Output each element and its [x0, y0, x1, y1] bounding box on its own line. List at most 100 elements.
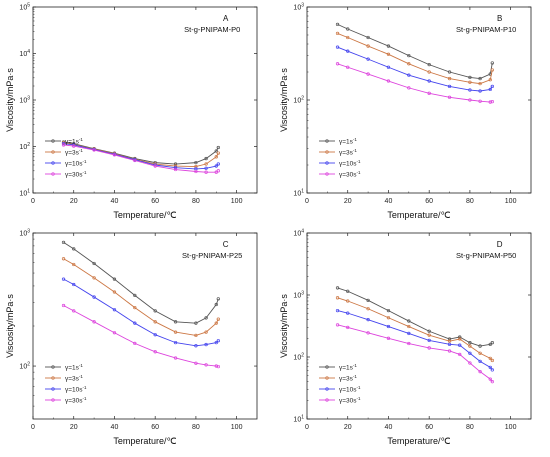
data-point — [427, 338, 431, 343]
data-point — [133, 341, 137, 346]
legend-swatch-marker — [325, 398, 329, 402]
series-2 — [335, 296, 494, 363]
data-point — [216, 317, 220, 321]
series-line — [337, 23, 493, 80]
data-point — [478, 370, 482, 374]
x-tick-label: 80 — [192, 424, 200, 431]
data-point — [112, 308, 117, 312]
data-point — [447, 342, 452, 346]
data-point — [204, 170, 208, 174]
data-point — [216, 339, 220, 343]
data-point — [214, 164, 218, 168]
y-axis-label: Viscosity/mPa·s — [279, 68, 289, 132]
series-line — [337, 287, 493, 347]
legend-entry: γ=10s-1 — [65, 385, 87, 394]
data-point — [133, 305, 137, 310]
legend-swatch-marker — [325, 365, 329, 369]
legend-swatch-marker — [51, 365, 55, 369]
data-point — [447, 337, 452, 341]
data-point — [366, 307, 370, 311]
data-point — [427, 333, 431, 337]
x-tick-label: 0 — [31, 198, 35, 205]
legend-entry: γ=30s-1 — [65, 396, 87, 405]
data-point — [458, 335, 462, 339]
data-point — [490, 68, 494, 72]
data-point — [366, 35, 370, 40]
data-point — [488, 87, 492, 92]
data-point — [133, 321, 137, 325]
data-point — [335, 31, 340, 36]
data-point — [468, 341, 472, 345]
data-point — [468, 351, 472, 355]
data-point — [335, 323, 340, 327]
series-4 — [61, 303, 220, 369]
data-point — [407, 86, 411, 90]
data-point — [458, 337, 462, 341]
data-point — [468, 75, 472, 80]
legend-entry: γ=10s-1 — [65, 159, 87, 168]
x-tick-label: 60 — [425, 198, 433, 205]
series-2 — [335, 31, 494, 86]
data-point — [478, 76, 482, 81]
series-1 — [335, 286, 494, 348]
data-point — [346, 35, 350, 40]
data-point — [386, 308, 391, 313]
data-point — [214, 302, 218, 307]
y-tick-label: 103 — [293, 3, 304, 12]
data-point — [214, 364, 218, 368]
data-point — [478, 99, 482, 103]
data-point — [447, 70, 452, 74]
data-point — [407, 53, 411, 58]
x-tick-label: 20 — [344, 198, 352, 205]
legend-entry: γ=10s-1 — [339, 159, 361, 168]
legend-entry: γ=1s-1 — [339, 137, 357, 146]
series-3 — [335, 45, 494, 93]
data-point — [194, 169, 198, 174]
x-tick-label: 0 — [305, 198, 309, 205]
data-point — [427, 62, 431, 67]
legend-swatch-marker — [51, 161, 55, 165]
series-line — [337, 63, 493, 103]
y-axis-label: Viscosity/mPa·s — [5, 68, 15, 132]
data-point — [216, 151, 220, 155]
data-point — [133, 158, 137, 163]
data-point — [214, 155, 218, 159]
x-tick-label: 100 — [231, 424, 243, 431]
panel-title: St-g-PNIPAM-P10 — [456, 25, 516, 34]
x-tick-label: 60 — [425, 424, 433, 431]
data-point — [153, 333, 157, 337]
data-point — [173, 320, 178, 324]
data-point — [490, 341, 494, 345]
legend: γ=1s-1 γ=3s-1 γ=10s-1 γ=30s-1 — [45, 363, 87, 405]
y-tick-label: 102 — [19, 362, 30, 371]
series-line — [63, 242, 219, 324]
series-line — [63, 258, 219, 336]
data-point — [61, 257, 66, 261]
x-tick-label: 20 — [344, 424, 352, 431]
legend-entry: γ=3s-1 — [65, 374, 83, 383]
legend-swatch-marker — [51, 172, 55, 176]
data-point — [346, 289, 350, 293]
data-point — [335, 45, 340, 49]
x-axis-label: Temperature/℃ — [113, 436, 176, 446]
legend-swatch-marker — [325, 172, 329, 176]
data-point — [447, 84, 452, 89]
panel-letter: C — [223, 240, 229, 249]
series-1 — [335, 22, 494, 81]
y-tick-label: 104 — [293, 229, 304, 238]
panel-letter: B — [497, 14, 502, 23]
data-point — [61, 240, 66, 245]
data-point — [204, 166, 208, 170]
x-tick-label: 20 — [70, 424, 78, 431]
data-point — [335, 62, 340, 66]
data-point — [468, 361, 472, 365]
data-point — [204, 156, 208, 161]
data-point — [490, 61, 494, 65]
data-point — [92, 261, 96, 266]
data-point — [92, 276, 96, 280]
data-point — [346, 325, 350, 330]
legend-entry: γ=3s-1 — [65, 148, 83, 157]
legend-entry: γ=10s-1 — [339, 385, 361, 394]
x-axis-label: Temperature/℃ — [113, 210, 176, 220]
y-tick-label: 102 — [293, 353, 304, 362]
